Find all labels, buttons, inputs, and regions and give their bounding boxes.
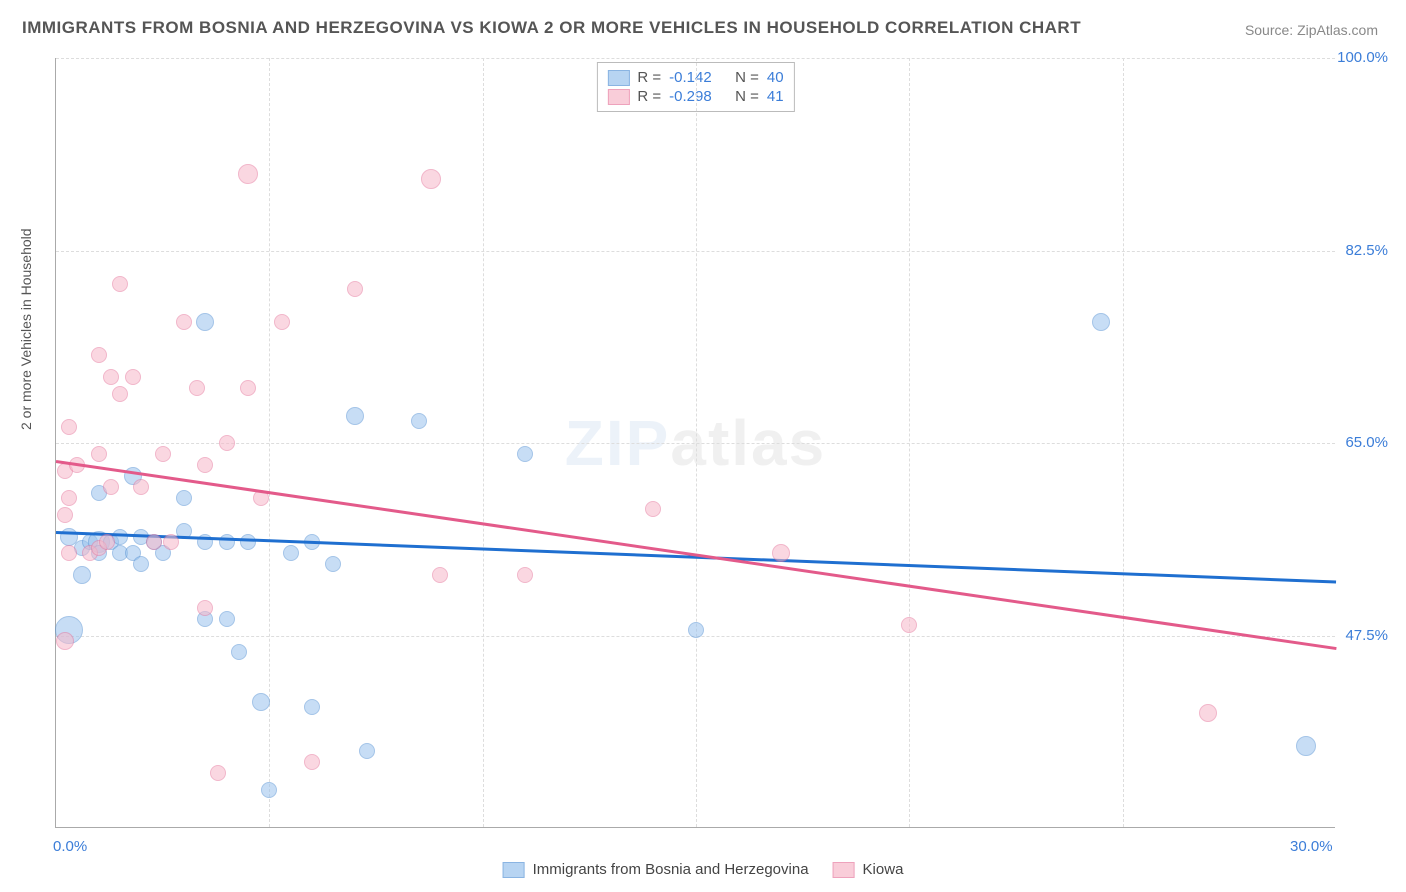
chart-plot-area: ZIPatlas R =-0.142N =40R =-0.298N =41 [55,58,1335,828]
scatter-point-kiowa [155,446,171,462]
scatter-point-kiowa [163,534,179,550]
x-tick-label: 0.0% [53,838,87,855]
scatter-point-kiowa [99,534,115,550]
scatter-point-kiowa [1199,704,1217,722]
scatter-point-kiowa [57,507,73,523]
scatter-point-bosnia [1296,736,1316,756]
scatter-point-kiowa [61,545,77,561]
scatter-point-kiowa [645,501,661,517]
legend-item-kiowa: Kiowa [833,861,904,878]
scatter-point-bosnia [411,413,427,429]
y-tick-label: 82.5% [1345,242,1388,259]
legend-swatch-bosnia [503,862,525,878]
y-tick-label: 47.5% [1345,627,1388,644]
legend-swatch-kiowa [833,862,855,878]
series-legend: Immigrants from Bosnia and Herzegovina Ki… [503,861,904,878]
y-axis-label: 2 or more Vehicles in Household [18,228,34,430]
scatter-point-bosnia [219,611,235,627]
scatter-point-kiowa [146,534,162,550]
scatter-point-bosnia [231,644,247,660]
scatter-point-bosnia [133,556,149,572]
n-label: N = [735,69,759,86]
n-label: N = [735,88,759,105]
scatter-point-kiowa [274,314,290,330]
scatter-point-bosnia [517,446,533,462]
r-value: -0.142 [669,69,727,86]
scatter-point-kiowa [125,369,141,385]
scatter-point-kiowa [772,544,790,562]
legend-swatch-bosnia [607,70,629,86]
scatter-point-kiowa [347,281,363,297]
scatter-point-kiowa [91,347,107,363]
scatter-point-bosnia [252,693,270,711]
gridline-vertical [909,58,910,827]
scatter-point-bosnia [283,545,299,561]
scatter-point-bosnia [73,566,91,584]
gridline-vertical [1123,58,1124,827]
y-tick-label: 100.0% [1337,49,1388,66]
gridline-vertical [269,58,270,827]
scatter-point-bosnia [240,534,256,550]
gridline-vertical [696,58,697,827]
scatter-point-kiowa [517,567,533,583]
scatter-point-kiowa [238,164,258,184]
scatter-point-kiowa [112,386,128,402]
legend-label-bosnia: Immigrants from Bosnia and Herzegovina [533,861,809,878]
chart-title: IMMIGRANTS FROM BOSNIA AND HERZEGOVINA V… [22,18,1081,38]
scatter-point-kiowa [304,754,320,770]
scatter-point-bosnia [196,313,214,331]
scatter-point-kiowa [210,765,226,781]
legend-label-kiowa: Kiowa [863,861,904,878]
scatter-point-kiowa [901,617,917,633]
source-credit: Source: ZipAtlas.com [1245,22,1378,38]
scatter-point-bosnia [359,743,375,759]
scatter-point-kiowa [197,457,213,473]
x-tick-label: 30.0% [1290,838,1333,855]
scatter-point-kiowa [133,479,149,495]
scatter-point-kiowa [189,380,205,396]
scatter-point-bosnia [346,407,364,425]
scatter-point-kiowa [112,276,128,292]
scatter-point-kiowa [61,419,77,435]
scatter-point-bosnia [1092,313,1110,331]
scatter-point-kiowa [91,446,107,462]
scatter-point-kiowa [197,600,213,616]
scatter-point-bosnia [688,622,704,638]
scatter-point-kiowa [176,314,192,330]
scatter-point-bosnia [325,556,341,572]
scatter-point-kiowa [103,479,119,495]
y-tick-label: 65.0% [1345,434,1388,451]
scatter-point-bosnia [304,699,320,715]
gridline-vertical [483,58,484,827]
scatter-point-kiowa [421,169,441,189]
legend-swatch-kiowa [607,89,629,105]
r-value: -0.298 [669,88,727,105]
source-label: Source: [1245,22,1297,38]
scatter-point-kiowa [56,632,74,650]
source-link[interactable]: ZipAtlas.com [1297,22,1378,38]
n-value: 41 [767,88,784,105]
scatter-point-kiowa [61,490,77,506]
r-label: R = [637,88,661,105]
scatter-point-kiowa [240,380,256,396]
scatter-point-kiowa [219,435,235,451]
r-label: R = [637,69,661,86]
scatter-point-kiowa [432,567,448,583]
scatter-point-bosnia [261,782,277,798]
legend-item-bosnia: Immigrants from Bosnia and Herzegovina [503,861,809,878]
scatter-point-bosnia [176,490,192,506]
n-value: 40 [767,69,784,86]
scatter-point-kiowa [103,369,119,385]
